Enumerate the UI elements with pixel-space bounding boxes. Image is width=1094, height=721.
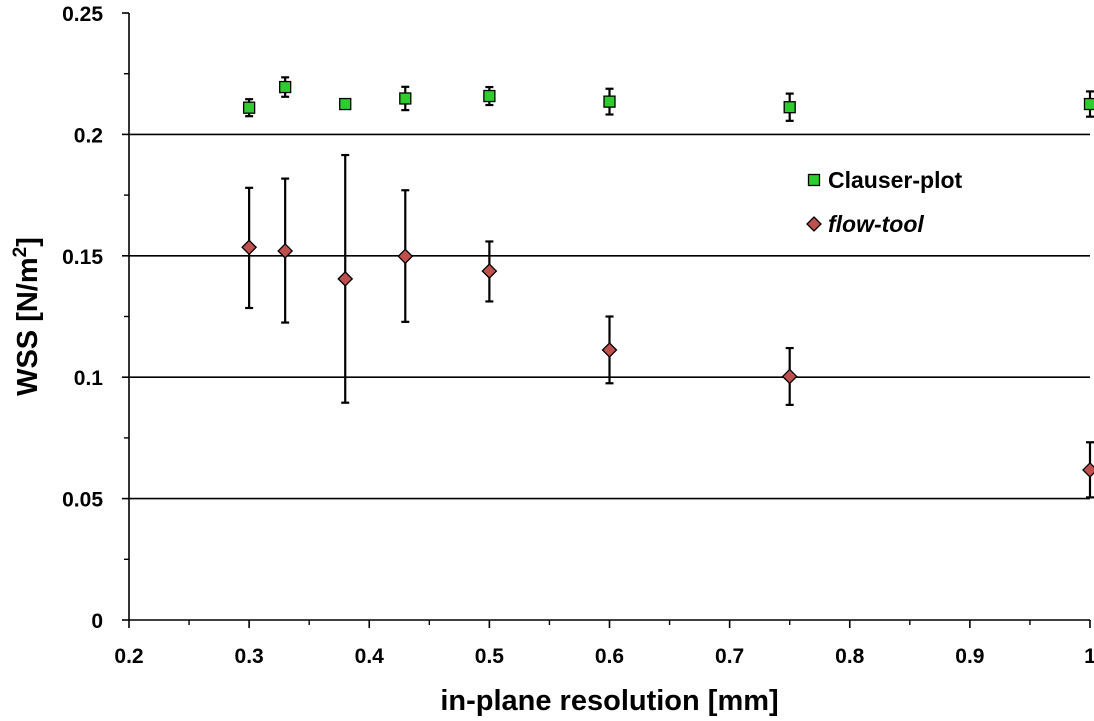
flow-tool-point (337, 270, 354, 287)
flow-tool-point (481, 263, 498, 280)
y-axis-title-superscript: 2 (10, 247, 31, 258)
legend-label-clauser-plot: Clauser-plot (828, 167, 963, 193)
x-tick-label: 0.7 (715, 645, 744, 668)
y-axis-title-end: ] (12, 237, 44, 247)
flow-tool-point (601, 342, 618, 358)
flow-tool-point (1082, 462, 1094, 478)
clauser-plot-point (783, 101, 796, 114)
flow-tool-point (397, 248, 414, 265)
gridlines (129, 133, 1090, 500)
y-tick-label: 0.25 (62, 3, 103, 26)
y-tick-label: 0.2 (74, 124, 103, 147)
clauser-plot-point (339, 97, 352, 111)
legend-marker-flow-tool (806, 216, 822, 232)
markers (241, 80, 1094, 478)
x-tick-label: 0.8 (835, 645, 865, 668)
x-tick-label: 0.5 (475, 645, 505, 668)
x-tick-label: 0.9 (955, 645, 984, 668)
x-tick-label: 0.2 (114, 645, 143, 668)
y-tick-label: 0.15 (62, 246, 103, 269)
clauser-plot-point (242, 101, 256, 114)
x-tick-label: 0.3 (235, 645, 264, 668)
flow-tool-point (277, 243, 294, 259)
x-tick-label: 0.6 (595, 645, 624, 668)
flow-tool-point (241, 239, 258, 256)
legend: Clauser-plot flow-tool (806, 167, 963, 237)
legend-marker-clauser-plot (807, 173, 821, 187)
clauser-plot-point (603, 95, 616, 108)
x-tick-label: 0.4 (355, 645, 385, 668)
x-tick-label: 1 (1084, 645, 1094, 668)
y-tick-label: 0 (91, 610, 103, 633)
tick-labels: 0.2 0.3 0.4 0.5 0.6 0.7 0.8 0.9 1 0 0.05 0.1 0.15 0.2… (62, 3, 1094, 668)
clauser-plot-point (279, 80, 292, 94)
clauser-plot-point (483, 89, 496, 103)
clauser-plot-point (1083, 97, 1094, 111)
y-axis-title: WSS [N/m2] (10, 237, 44, 396)
clauser-plot-point (399, 92, 412, 105)
ticks (122, 12, 1091, 628)
x-axis-title: in-plane resolution [mm] (440, 685, 778, 717)
legend-label-flow-tool: flow-tool (828, 211, 924, 237)
y-tick-label: 0.05 (62, 489, 103, 512)
error-bars (245, 76, 1094, 499)
y-axis-title-main: WSS [N/m (12, 257, 44, 396)
flow-tool-point (781, 368, 798, 385)
y-tick-label: 0.1 (74, 367, 104, 390)
